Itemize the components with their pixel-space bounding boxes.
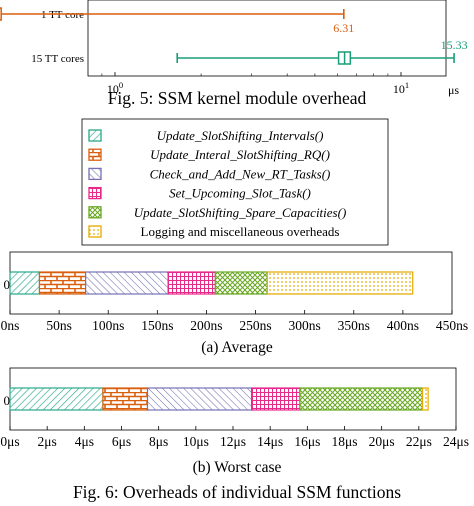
- legend-label: Update_Interal_SlotShifting_RQ(): [150, 147, 330, 162]
- legend-label: Update_SlotShifting_Spare_Capacities(): [134, 205, 347, 220]
- fig6-legend: Update_SlotShifting_Intervals() Update_In…: [81, 118, 389, 246]
- bar-segment-4: [250, 387, 301, 411]
- average-row-label: 0: [4, 277, 11, 292]
- legend-swatch: [88, 186, 102, 200]
- legend-swatch: [88, 225, 102, 238]
- fig5-x-axis: 10−1100101: [101, 72, 409, 96]
- x-tick-label: 24μs: [443, 434, 469, 449]
- x-tick-label: 16μs: [294, 434, 320, 449]
- bar-segment-3: [146, 387, 253, 411]
- bar-segment-3: [85, 271, 169, 295]
- x-tick-label: 12μs: [220, 434, 246, 449]
- legend-swatch: [88, 129, 102, 142]
- fig5-row-1: 1 TT core 6.31: [0, 7, 354, 35]
- worst-chart: 0 0μs 2μs 4μs 6μs 8μs 10μs 12μs 14μs 16μs 18μs 20μ…: [0, 367, 469, 449]
- worst-bars: [9, 387, 429, 411]
- x-tick-label: 150ns: [141, 318, 173, 333]
- legend-item: Update_SlotShifting_Intervals(): [88, 128, 324, 143]
- fig6-caption: Fig. 6: Overheads of individual SSM func…: [73, 482, 401, 502]
- x-tick-label: 14μs: [257, 434, 283, 449]
- fig5-tick-label: 101: [393, 80, 409, 96]
- legend-swatch: [88, 167, 102, 181]
- x-tick-label: 0ns: [1, 318, 20, 333]
- x-tick-label: 250ns: [239, 318, 271, 333]
- fig5-boxes: 1 TT core 6.31 15 TT cores 15.33: [0, 7, 468, 65]
- x-tick-label: 350ns: [338, 318, 370, 333]
- legend-label: Update_SlotShifting_Intervals(): [157, 128, 324, 143]
- fig5-annotation: 15.33: [441, 38, 468, 52]
- legend-label: Check_and_Add_New_RT_Tasks(): [150, 166, 331, 181]
- fig5-unit-label: μs: [448, 83, 459, 97]
- x-tick-label: 22μs: [406, 434, 432, 449]
- fig5-row-2: 15 TT cores 15.33: [31, 38, 467, 65]
- legend-swatch: [88, 148, 102, 161]
- fig5-caption: Fig. 5: SSM kernel module overhead: [108, 88, 367, 108]
- x-tick-label: 0μs: [0, 434, 19, 449]
- legend-swatch: [88, 206, 102, 219]
- legend-item: Logging and miscellaneous overheads: [88, 224, 340, 239]
- bar-segment-4: [167, 271, 216, 295]
- x-tick-label: 200ns: [190, 318, 222, 333]
- x-tick-label: 450ns: [436, 318, 468, 333]
- x-tick-label: 20μs: [369, 434, 395, 449]
- x-tick-label: 18μs: [332, 434, 358, 449]
- legend-frame: [81, 118, 389, 246]
- worst-caption: (b) Worst case: [193, 459, 282, 476]
- bar-segment-6: [266, 271, 414, 295]
- average-bars: [9, 271, 414, 295]
- legend-label: Set_Upcoming_Slot_Task(): [169, 186, 311, 201]
- average-caption: (a) Average: [201, 339, 273, 356]
- bar-segment-2: [38, 271, 87, 295]
- x-tick-label: 400ns: [387, 318, 419, 333]
- legend-item: Check_and_Add_New_RT_Tasks(): [88, 166, 331, 181]
- legend-item: Update_Interal_SlotShifting_RQ(): [88, 147, 330, 162]
- bar-segment-1: [9, 387, 104, 411]
- x-tick-label: 2μs: [38, 434, 57, 449]
- bar-segment-1: [9, 271, 41, 295]
- x-tick-label: 100ns: [92, 318, 124, 333]
- x-tick-label: 300ns: [289, 318, 321, 333]
- legend-label: Logging and miscellaneous overheads: [141, 224, 340, 239]
- worst-x-axis: 0μs 2μs 4μs 6μs 8μs 10μs 12μs 14μs 16μs 18μs 20μs 2…: [0, 426, 469, 449]
- worst-row-label: 0: [4, 393, 11, 408]
- fig5-box: [0, 7, 2, 21]
- fig5-annotation: 6.31: [333, 21, 354, 35]
- fig5-row-label: 1 TT core: [41, 9, 84, 21]
- legend-item: Set_Upcoming_Slot_Task(): [88, 186, 311, 201]
- x-tick-label: 4μs: [75, 434, 94, 449]
- x-tick-label: 10μs: [183, 434, 209, 449]
- x-tick-label: 50ns: [46, 318, 72, 333]
- fig5-row-label: 15 TT cores: [31, 53, 84, 65]
- bar-segment-5: [299, 387, 424, 411]
- average-x-axis: 0ns 50ns 100ns 150ns 200ns 250ns 300ns 350ns 400…: [1, 310, 468, 333]
- average-chart: 0 0ns 50ns 100ns 150ns 200ns 250ns 300ns 350ns 4…: [1, 251, 468, 333]
- bar-segment-5: [214, 271, 268, 295]
- fig5-plot-frame: [87, 0, 447, 77]
- legend-item: Update_SlotShifting_Spare_Capacities(): [88, 205, 347, 220]
- bar-segment-2: [102, 387, 149, 411]
- fig5-tick-label: 100: [107, 80, 123, 96]
- x-tick-label: 6μs: [112, 434, 131, 449]
- x-tick-label: 8μs: [149, 434, 168, 449]
- bar-segment-6: [421, 387, 429, 411]
